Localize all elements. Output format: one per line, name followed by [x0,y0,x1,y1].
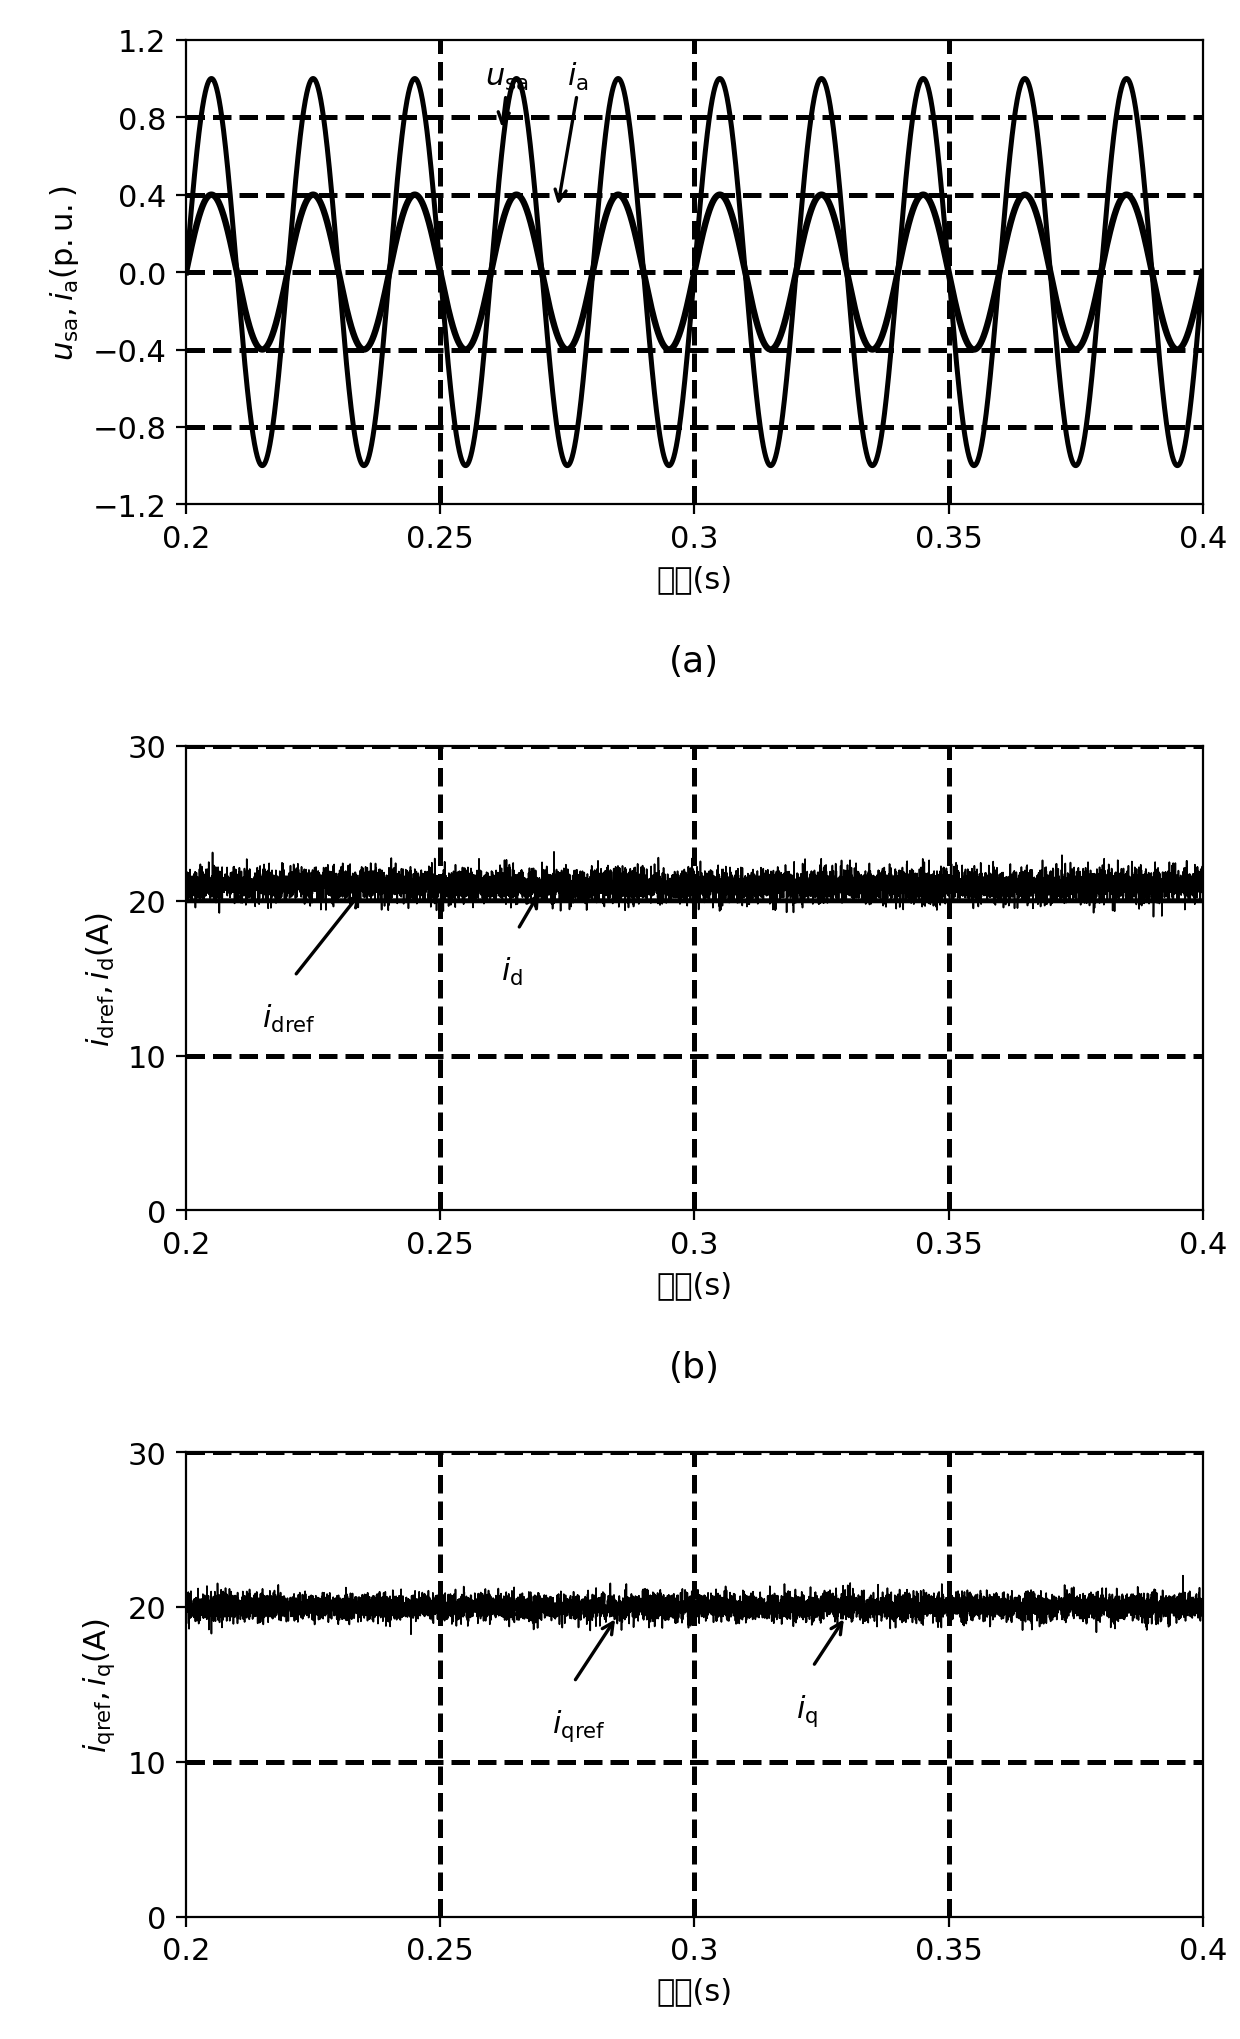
Text: (a): (a) [670,644,719,679]
Text: $i_{\mathrm{dref}}$: $i_{\mathrm{dref}}$ [263,1001,316,1034]
X-axis label: 时间(s): 时间(s) [656,565,733,593]
Y-axis label: $i_{\mathrm{dref}},i_{\mathrm{d}}(\mathrm{A})$: $i_{\mathrm{dref}},i_{\mathrm{d}}(\mathr… [84,911,117,1046]
Y-axis label: $i_{\mathrm{qref}},i_{\mathrm{q}}(\mathrm{A})$: $i_{\mathrm{qref}},i_{\mathrm{q}}(\mathr… [81,1617,117,1752]
Text: $u_{\mathrm{sa}}$: $u_{\mathrm{sa}}$ [485,63,528,94]
Text: $i_{\mathrm{q}}$: $i_{\mathrm{q}}$ [796,1692,818,1729]
X-axis label: 时间(s): 时间(s) [656,1976,733,2004]
Text: $i_{\mathrm{qref}}$: $i_{\mathrm{qref}}$ [552,1709,606,1743]
Text: $i_{\mathrm{d}}$: $i_{\mathrm{d}}$ [501,956,523,987]
Text: (b): (b) [668,1350,720,1384]
X-axis label: 时间(s): 时间(s) [656,1270,733,1299]
Text: $i_{\mathrm{a}}$: $i_{\mathrm{a}}$ [567,61,588,94]
Y-axis label: $u_{\mathrm{sa}},i_{\mathrm{a}}(\mathrm{p.u.})$: $u_{\mathrm{sa}},i_{\mathrm{a}}(\mathrm{… [48,186,82,361]
